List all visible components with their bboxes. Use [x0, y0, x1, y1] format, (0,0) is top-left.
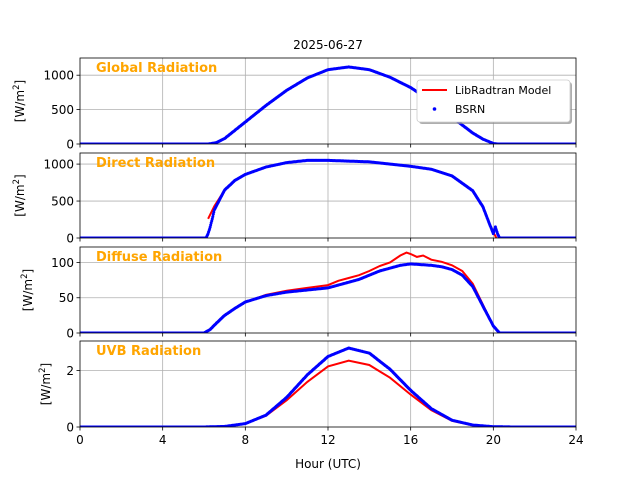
- axes-frame: [79, 340, 577, 428]
- y-tick-label: 0: [66, 137, 74, 151]
- y-tick-label: 1000: [43, 69, 74, 83]
- y-tick-label: 0: [66, 326, 74, 340]
- legend-bsrn-swatch: [432, 107, 437, 111]
- panel-2: 0 500 1000 Direct Radiation [W/m2]: [12, 152, 577, 245]
- y-tick-label: 0: [66, 231, 74, 245]
- legend-entry-model: LibRadtran Model: [455, 84, 551, 97]
- bsrn-points: [80, 158, 576, 238]
- axes-frame: [79, 152, 577, 239]
- y-tick-label: 0: [66, 420, 74, 434]
- x-tick-label: 12: [320, 433, 335, 447]
- y-tick-label: 1000: [43, 157, 74, 171]
- y-tick-label: 500: [51, 194, 74, 208]
- x-tick-label: 24: [568, 433, 583, 447]
- y-tick-label: 500: [51, 103, 74, 117]
- x-tick-label: 0: [76, 433, 84, 447]
- y-tick-label: 100: [51, 256, 74, 270]
- axes-frame: [79, 57, 577, 145]
- axes-frame: [79, 246, 577, 334]
- legend: LibRadtran Model BSRN: [416, 79, 572, 124]
- y-tick-label: 50: [59, 291, 74, 305]
- legend-entry-bsrn: BSRN: [455, 103, 485, 116]
- y-axis-label: [W/m2]: [38, 363, 53, 405]
- panel-label: Global Radiation: [96, 61, 217, 76]
- chart-title: 2025-06-27: [293, 38, 363, 52]
- plot-area: [80, 158, 576, 238]
- panel-1: 0 500 1000 Global Radiation [W/m2]: [12, 57, 577, 151]
- plot-area: [80, 251, 576, 333]
- y-axis-label: [W/m2]: [20, 269, 35, 311]
- x-tick-label: 16: [403, 433, 418, 447]
- plot-area: [80, 65, 576, 144]
- x-tick-label: 20: [486, 433, 501, 447]
- panel-label: Direct Radiation: [96, 156, 215, 171]
- y-axis-label: [W/m2]: [12, 174, 27, 216]
- x-tick-label: 4: [159, 433, 167, 447]
- panel-3: 0 50 100 Diffuse Radiation [W/m2]: [20, 246, 577, 340]
- x-axis-label: Hour (UTC): [295, 457, 361, 471]
- panel-label: Diffuse Radiation: [96, 250, 222, 265]
- legend-box: [416, 79, 571, 123]
- plot-area: [80, 346, 576, 427]
- y-axis-label: [W/m2]: [12, 80, 27, 122]
- y-tick-label: 2: [66, 364, 74, 378]
- panel-label: UVB Radiation: [96, 344, 201, 359]
- x-tick-label: 8: [242, 433, 250, 447]
